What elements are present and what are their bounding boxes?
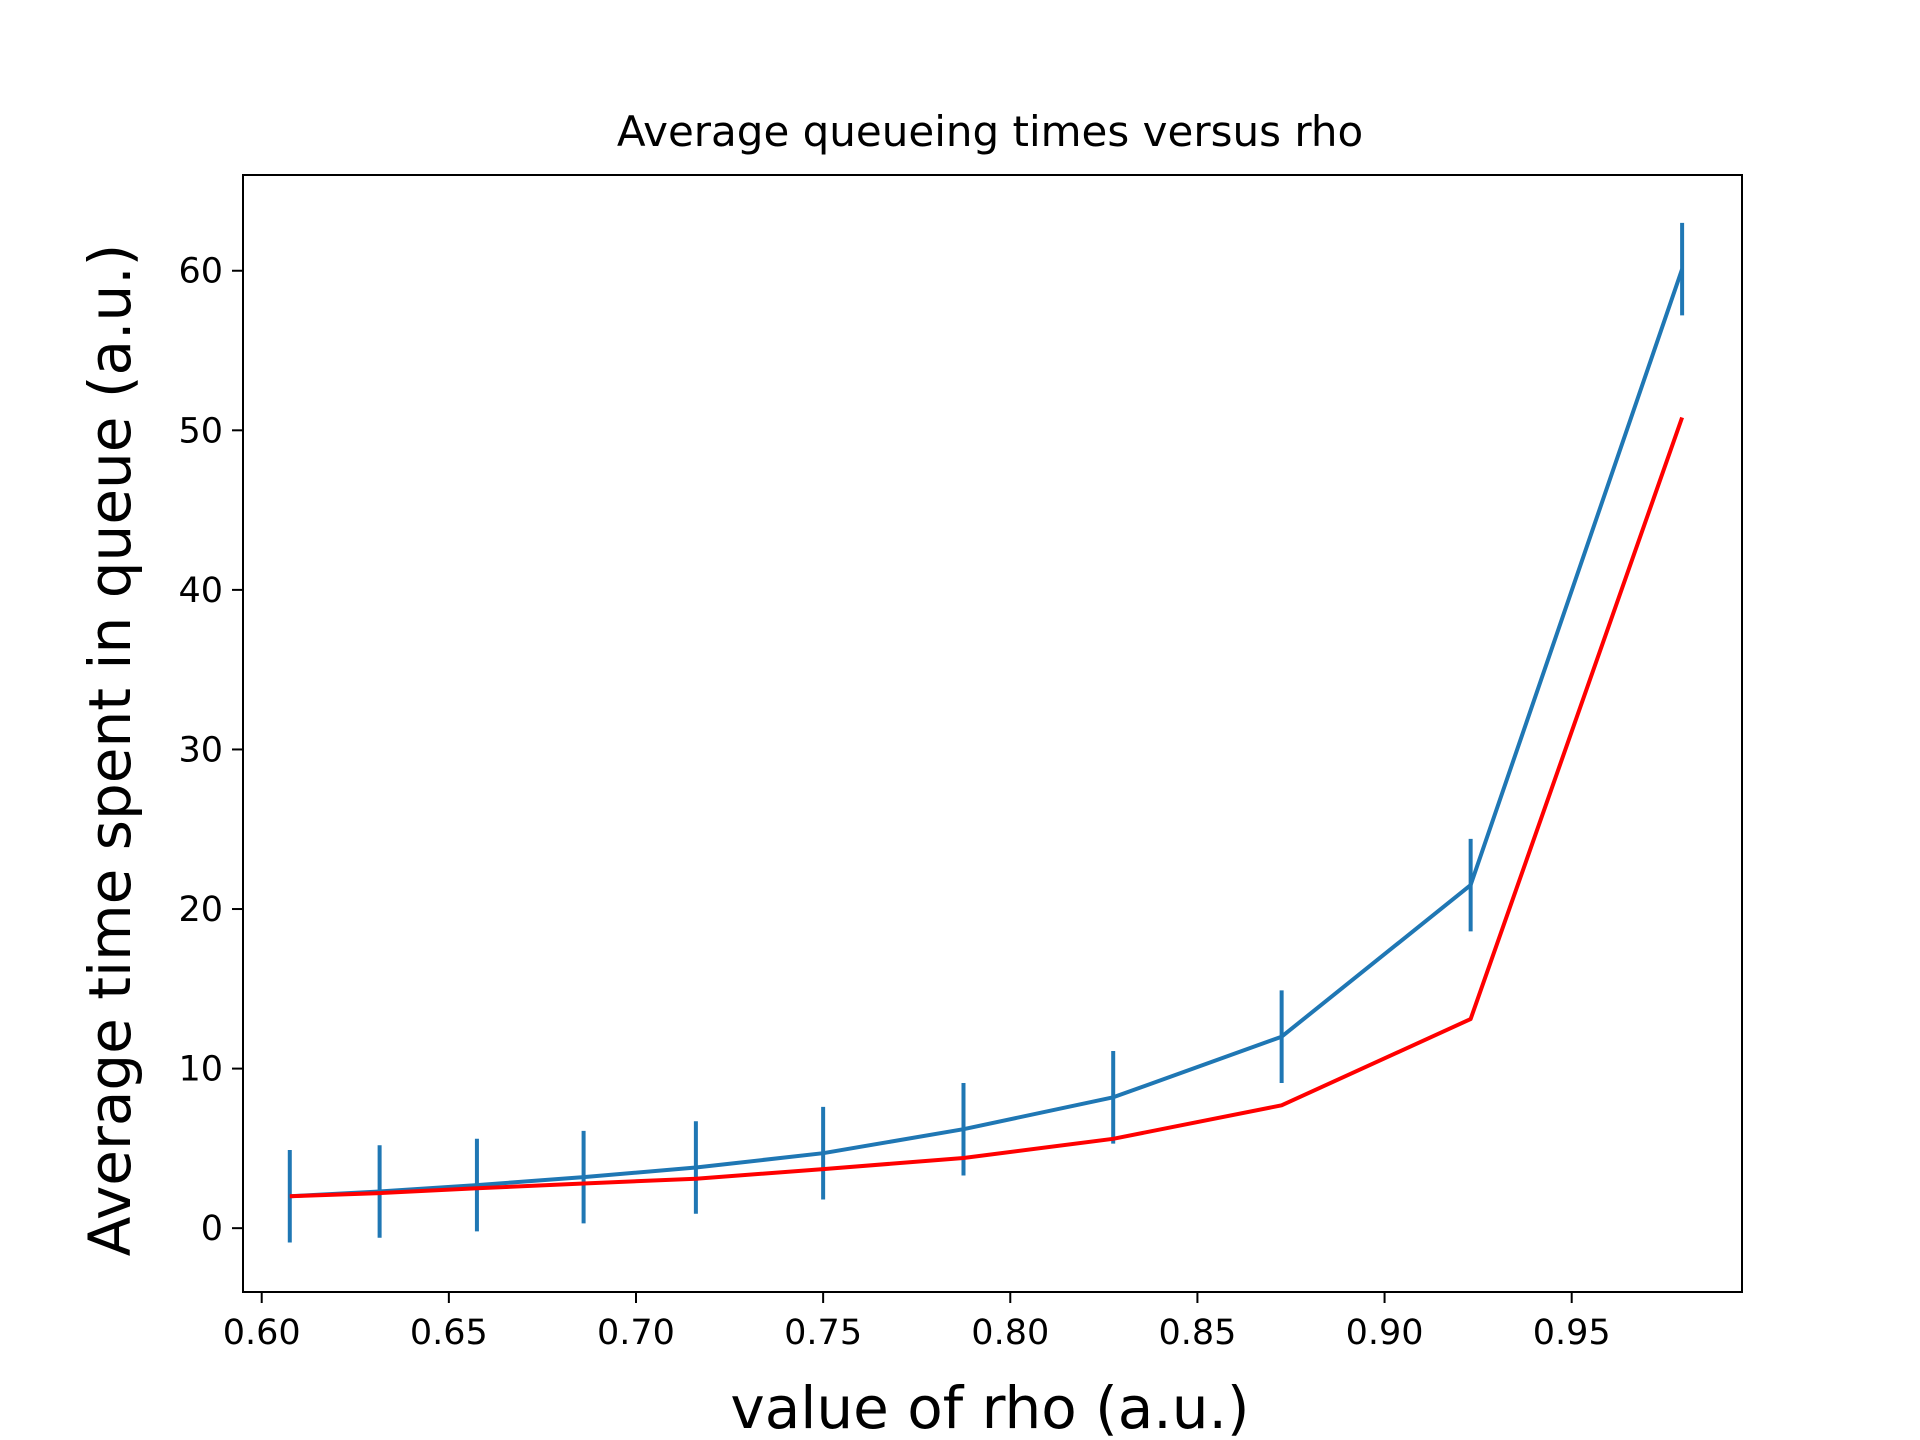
y-tick-label: 30 [178,730,223,770]
axes: 0.60 0.65 0.70 0.75 0.80 0.85 0.90 0.95 0 10 20 30 4… [178,174,1743,1353]
y-tick-label: 40 [178,571,223,611]
chart-title: Average queueing times versus rho [617,107,1363,156]
y-axis-label: Average time spent in queue (a.u.) [76,244,144,1257]
y-tick-label: 20 [178,890,223,930]
x-tick-label: 0.80 [971,1313,1049,1353]
y-tick-label: 50 [178,411,223,451]
y-tick-label: 0 [201,1209,223,1249]
y-tick-label: 10 [178,1050,223,1090]
x-tick-label: 0.60 [223,1313,301,1353]
x-tick-label: 0.75 [784,1313,862,1353]
x-tick-label: 0.85 [1158,1313,1236,1353]
x-tick-label: 0.70 [597,1313,675,1353]
x-axis-label: value of rho (a.u.) [730,1374,1249,1440]
series-line-2 [289,416,1684,1199]
x-tick-label: 0.65 [410,1313,488,1353]
y-tick-label: 60 [178,252,223,292]
x-tick-label: 0.90 [1346,1313,1424,1353]
plot-frame [242,174,1743,1293]
plot-area [287,222,1685,1243]
x-tick-label: 0.95 [1533,1313,1611,1353]
